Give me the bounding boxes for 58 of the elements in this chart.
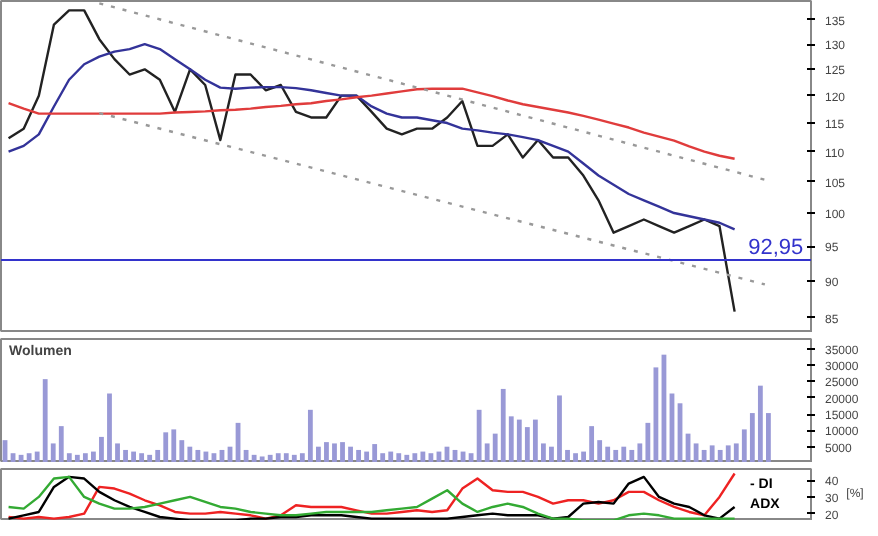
bar bbox=[348, 446, 353, 462]
bar bbox=[147, 454, 153, 462]
bar bbox=[476, 409, 482, 462]
bar bbox=[605, 446, 611, 462]
bar bbox=[324, 442, 329, 462]
bar bbox=[757, 385, 763, 462]
bar bbox=[123, 449, 128, 462]
bar bbox=[18, 454, 24, 462]
bar bbox=[267, 454, 273, 462]
bar bbox=[259, 456, 265, 462]
bar bbox=[372, 444, 378, 462]
bar bbox=[251, 454, 257, 462]
bar bbox=[139, 453, 145, 462]
bar bbox=[573, 453, 578, 462]
bar bbox=[58, 426, 64, 462]
bar bbox=[275, 453, 281, 462]
bar bbox=[725, 445, 731, 462]
bar bbox=[243, 449, 249, 462]
bar bbox=[82, 453, 88, 462]
bar bbox=[693, 443, 699, 462]
bar bbox=[163, 432, 169, 462]
bar bbox=[621, 446, 627, 462]
bar bbox=[187, 446, 193, 462]
bar bbox=[356, 449, 361, 462]
bar bbox=[629, 449, 635, 462]
bar bbox=[131, 451, 136, 462]
bar bbox=[291, 454, 297, 462]
line-series bbox=[7, 9, 736, 313]
bar bbox=[645, 422, 651, 462]
bar bbox=[364, 451, 370, 462]
bar bbox=[388, 451, 394, 462]
bar bbox=[717, 449, 723, 462]
bar bbox=[524, 427, 530, 462]
bar bbox=[420, 451, 426, 462]
bar bbox=[516, 419, 522, 462]
bar bbox=[26, 453, 32, 462]
bar bbox=[74, 454, 80, 462]
bar bbox=[42, 379, 48, 462]
bar bbox=[396, 453, 402, 462]
bar bbox=[709, 445, 715, 462]
bar bbox=[307, 409, 313, 462]
bar bbox=[500, 388, 506, 462]
ref-line-label: 92,95 bbox=[748, 236, 804, 261]
line-series bbox=[7, 42, 736, 231]
bar bbox=[412, 453, 418, 462]
bar bbox=[589, 426, 595, 462]
bar bbox=[283, 453, 289, 462]
bar bbox=[332, 443, 337, 462]
bar bbox=[340, 442, 345, 462]
bar bbox=[557, 395, 562, 462]
bar bbox=[404, 454, 410, 462]
bar bbox=[107, 393, 112, 462]
bar bbox=[613, 449, 619, 462]
bar bbox=[171, 429, 177, 462]
bar bbox=[701, 449, 707, 462]
bar bbox=[532, 419, 538, 462]
line-series bbox=[7, 87, 736, 160]
bar bbox=[195, 449, 201, 462]
